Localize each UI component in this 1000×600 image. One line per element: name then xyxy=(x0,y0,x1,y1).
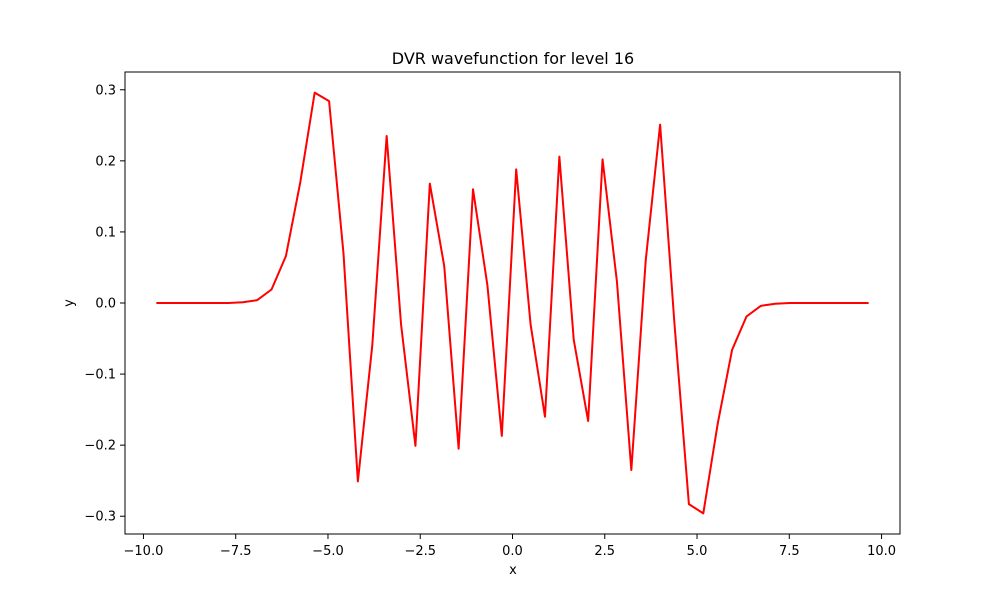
x-tick-label: 0.0 xyxy=(502,544,523,559)
x-axis: −10.0 −7.5 −5.0 −2.5 0.0 2.5 5.0 7.5 10.0 xyxy=(124,534,896,559)
y-tick-label: 0.0 xyxy=(95,297,116,312)
y-tick-label: 0.1 xyxy=(95,225,116,240)
x-tick-label: −7.5 xyxy=(220,544,252,559)
y-axis: −0.3 −0.2 −0.1 0.0 0.1 0.2 0.3 xyxy=(84,83,125,525)
x-tick-label: 5.0 xyxy=(687,544,708,559)
x-tick-label: −10.0 xyxy=(124,544,164,559)
plot-frame xyxy=(124,71,901,535)
x-axis-label: x xyxy=(509,563,517,578)
y-tick-label: 0.2 xyxy=(95,154,116,169)
x-tick-label: −2.5 xyxy=(404,544,436,559)
x-tick-label: 2.5 xyxy=(594,544,615,559)
y-tick-label: −0.2 xyxy=(84,439,116,454)
y-axis-label: y xyxy=(62,299,77,307)
chart-title: DVR wavefunction for level 16 xyxy=(392,49,634,68)
series-line xyxy=(156,91,869,515)
y-tick-label: −0.3 xyxy=(84,510,116,525)
y-tick-label: −0.1 xyxy=(84,368,116,383)
x-tick-label: −5.0 xyxy=(312,544,344,559)
y-tick-label: 0.3 xyxy=(95,83,116,98)
x-tick-label: 10.0 xyxy=(867,544,896,559)
x-tick-label: 7.5 xyxy=(779,544,800,559)
